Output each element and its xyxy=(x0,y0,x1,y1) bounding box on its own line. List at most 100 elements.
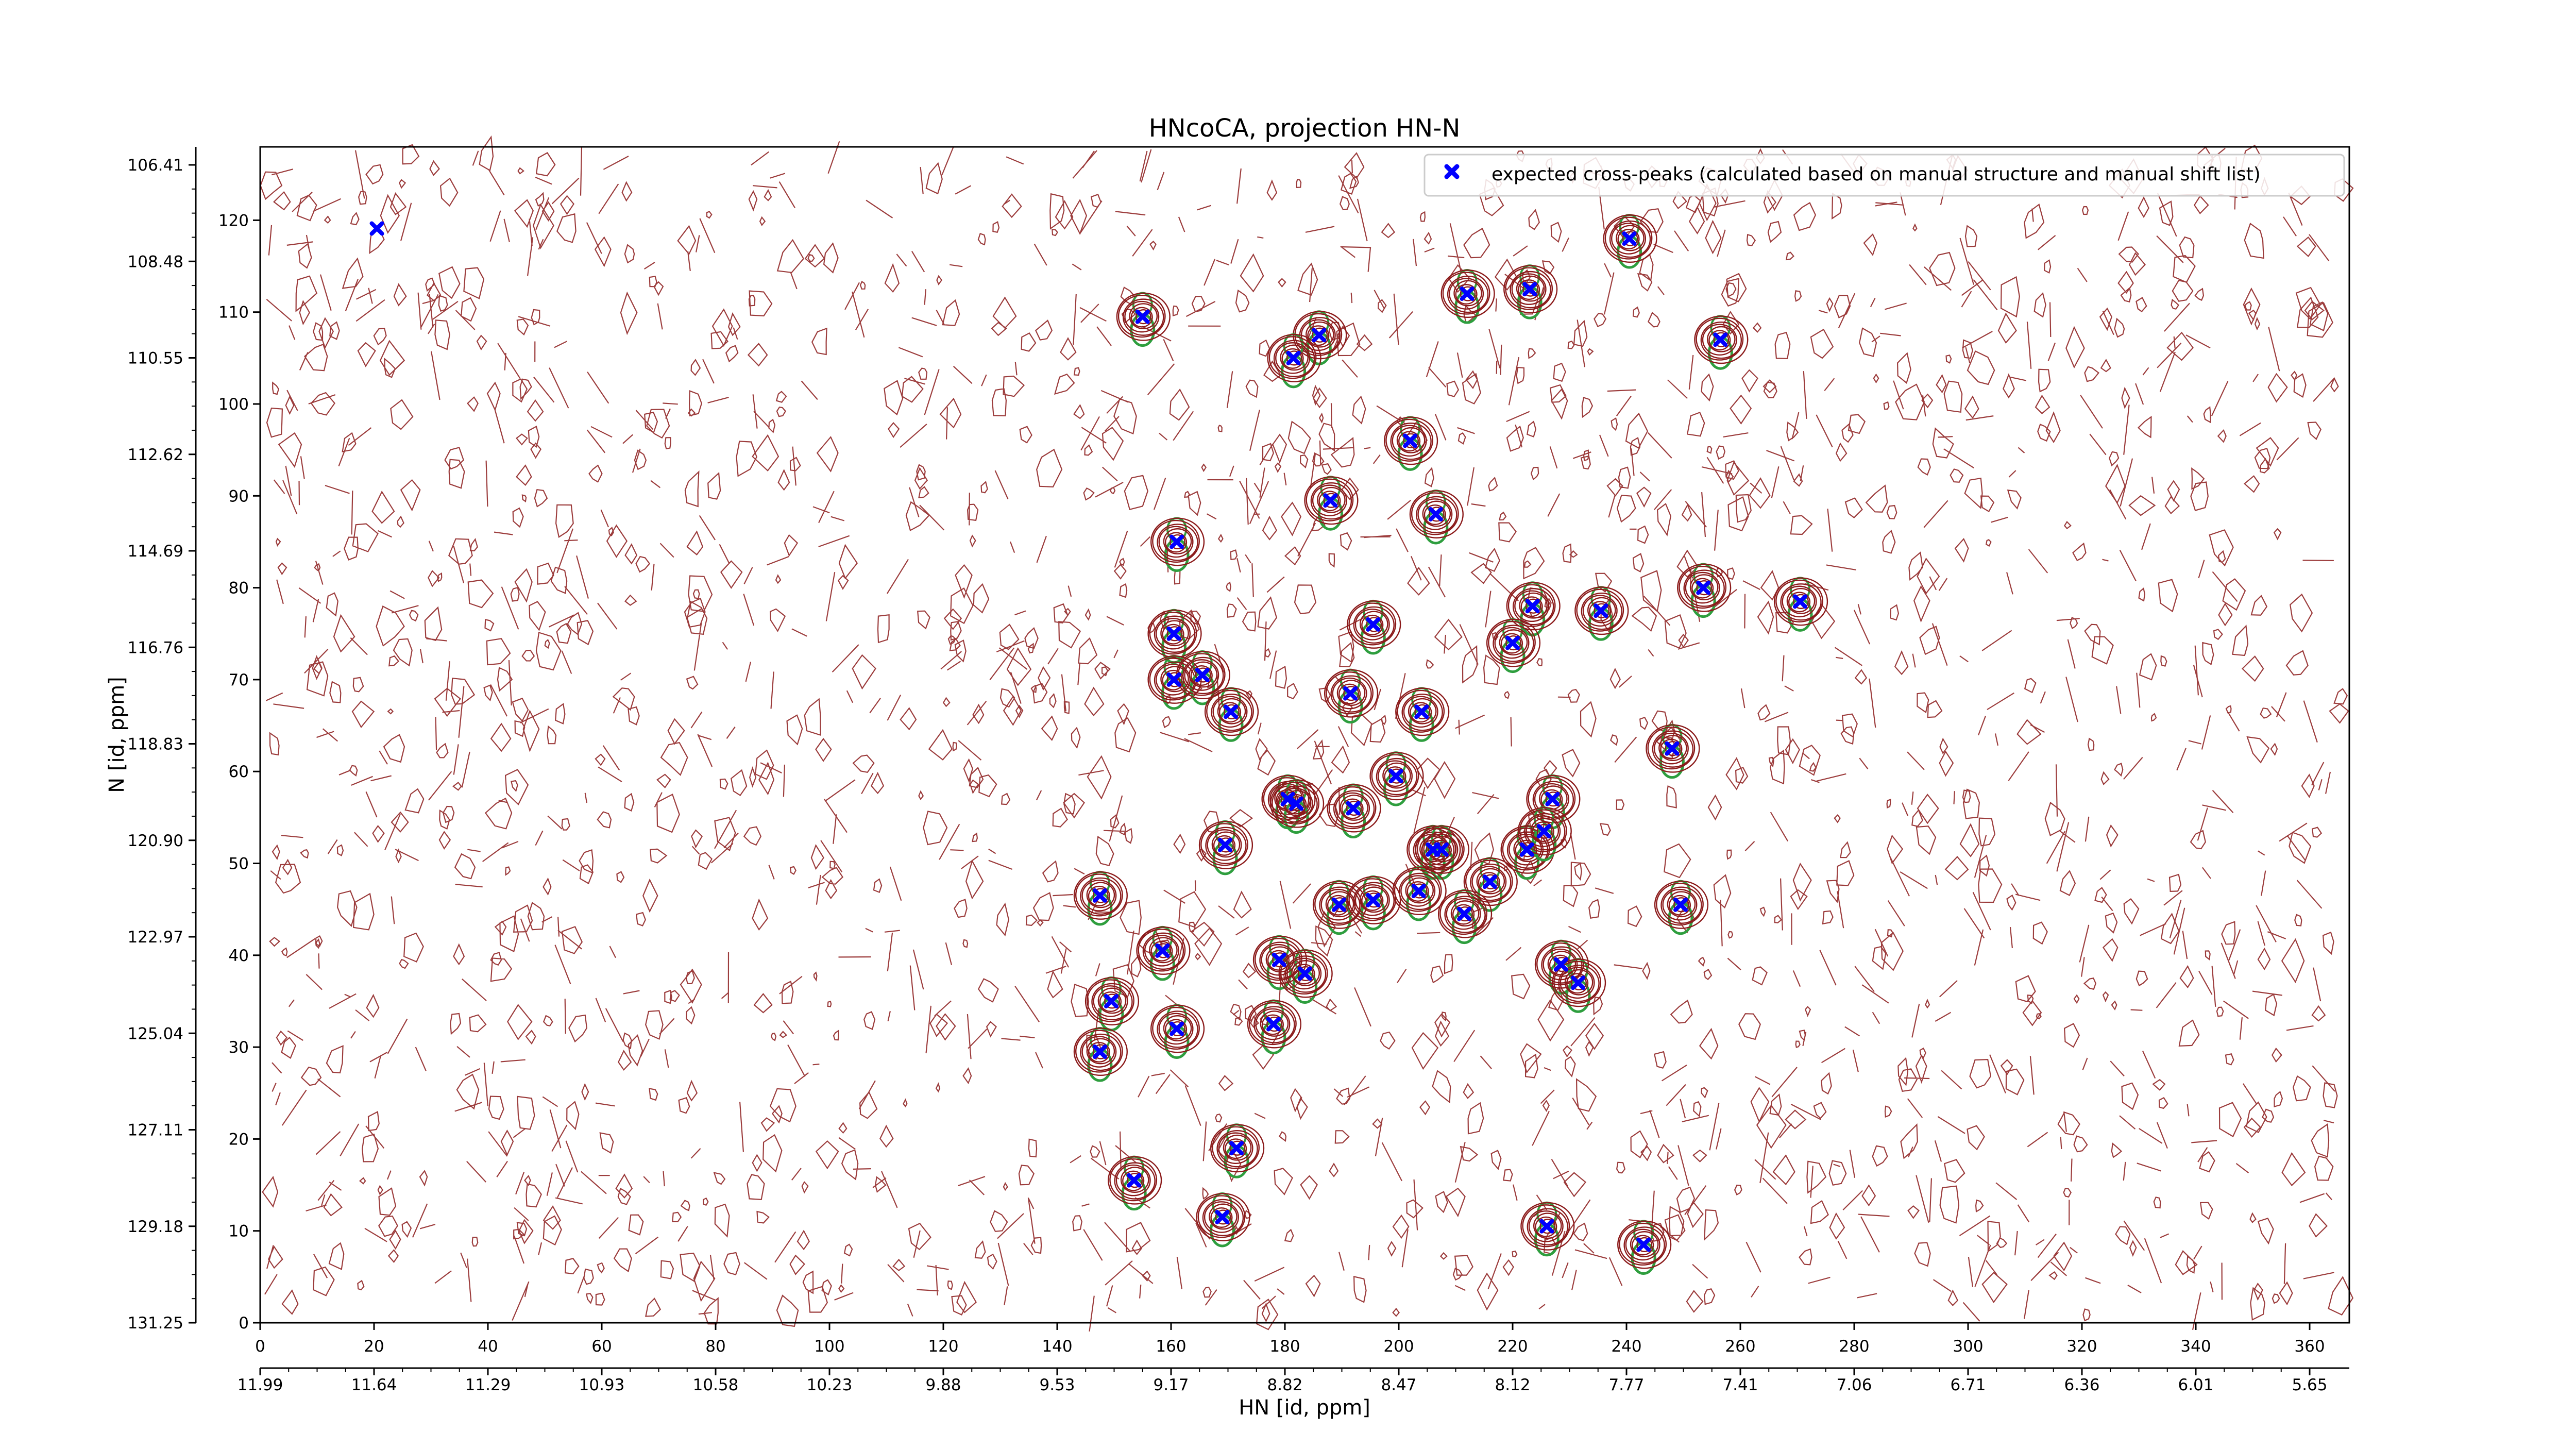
positive-contour xyxy=(1713,332,1730,347)
positive-contour xyxy=(1163,528,1192,554)
positive-contour xyxy=(1403,696,1438,728)
positive-contour xyxy=(1520,596,1543,617)
x-tick-label: 120 xyxy=(928,1337,958,1356)
y2-tick-label: 108.48 xyxy=(128,252,183,271)
x-tick-label: 100 xyxy=(814,1337,844,1356)
positive-contour xyxy=(1540,789,1563,810)
cross-peak-marker xyxy=(1519,842,1534,857)
positive-contour xyxy=(1539,1219,1556,1234)
y-axis-label: N [id, ppm] xyxy=(105,677,129,793)
positive-contour xyxy=(1558,965,1600,1002)
positive-contour xyxy=(1551,958,1606,1007)
positive-contour xyxy=(1369,752,1424,801)
y2-tick-label: 110.55 xyxy=(128,349,183,368)
cross-peak-marker xyxy=(1403,433,1418,448)
x2-tick-label: 10.58 xyxy=(693,1376,739,1394)
positive-contour xyxy=(1417,498,1453,530)
positive-contour xyxy=(1092,1044,1109,1059)
cross-peak-marker xyxy=(1522,282,1537,297)
peak-contour-group xyxy=(1520,1201,1575,1257)
positive-contour xyxy=(1452,904,1475,925)
positive-contour xyxy=(1707,326,1736,352)
cross-peak-marker xyxy=(1127,1173,1142,1188)
positive-contour xyxy=(1630,1231,1659,1257)
y2-tick-label: 116.76 xyxy=(128,638,183,657)
positive-contour xyxy=(1202,1199,1244,1237)
positive-contour xyxy=(1218,837,1234,853)
positive-contour xyxy=(1212,696,1248,728)
y2-tick-label: 127.11 xyxy=(128,1121,183,1140)
positive-contour xyxy=(1170,1021,1185,1037)
x2-tick-label: 10.23 xyxy=(807,1376,853,1394)
peak-contour-group xyxy=(1116,292,1171,347)
y-tick-label: 50 xyxy=(229,855,249,873)
positive-contour xyxy=(1571,975,1587,990)
positive-contour xyxy=(1196,1192,1250,1241)
positive-contour xyxy=(1144,935,1179,967)
positive-contour xyxy=(1117,295,1166,338)
x-tick-label: 340 xyxy=(2180,1337,2211,1356)
positive-contour xyxy=(1647,727,1696,770)
peak-contour-group xyxy=(1409,489,1464,545)
positive-contour xyxy=(1414,704,1431,719)
positive-contour xyxy=(1382,762,1411,789)
positive-contour xyxy=(1512,588,1554,626)
positive-contour xyxy=(1486,618,1541,667)
x-tick-label: 260 xyxy=(1725,1337,1755,1356)
positive-contour xyxy=(1354,609,1390,641)
positive-contour xyxy=(1317,486,1346,513)
cross-peak-marker xyxy=(1155,943,1170,958)
y2-tick-label: 120.90 xyxy=(128,832,183,850)
positive-contour xyxy=(1366,617,1382,632)
positive-contour xyxy=(1190,665,1213,686)
positive-contour xyxy=(1702,324,1737,356)
x-tick-label: 60 xyxy=(591,1337,612,1356)
positive-contour xyxy=(1519,842,1536,857)
y-tick-label: 120 xyxy=(218,211,249,230)
positive-contour xyxy=(1617,229,1640,250)
cross-peak-marker xyxy=(1346,801,1361,816)
positive-contour xyxy=(1252,935,1308,984)
positive-contour xyxy=(1494,627,1530,659)
positive-contour xyxy=(1136,926,1191,975)
positive-contour xyxy=(1346,800,1362,816)
positive-contour xyxy=(1156,617,1191,650)
x2-tick-label: 10.93 xyxy=(579,1376,625,1394)
cross-peak-marker xyxy=(1289,796,1304,811)
x-tick-label: 180 xyxy=(1269,1337,1300,1356)
positive-contour xyxy=(1109,1158,1158,1202)
positive-contour xyxy=(1122,1170,1145,1191)
cross-peak-marker xyxy=(1312,328,1327,343)
y2-tick-label: 125.04 xyxy=(128,1024,183,1043)
positive-contour xyxy=(1371,754,1419,797)
positive-contour xyxy=(1261,1014,1284,1035)
positive-contour xyxy=(1124,300,1160,333)
positive-contour xyxy=(1147,655,1202,704)
positive-contour xyxy=(1182,656,1224,695)
y-tick-label: 100 xyxy=(218,395,249,414)
positive-contour xyxy=(1385,418,1434,462)
positive-contour xyxy=(1576,588,1624,632)
cross-peak-marker xyxy=(1713,332,1728,347)
positive-contour xyxy=(1566,973,1589,994)
positive-contour xyxy=(1150,517,1205,566)
positive-contour xyxy=(1603,214,1657,263)
positive-contour xyxy=(1092,888,1109,903)
positive-contour xyxy=(1158,1013,1194,1045)
positive-contour xyxy=(1326,671,1374,715)
x-tick-label: 280 xyxy=(1839,1337,1869,1356)
peak-contour-group xyxy=(1247,999,1302,1055)
positive-contour xyxy=(1673,897,1689,913)
cross-peak-marker xyxy=(1092,888,1107,903)
positive-contour xyxy=(1184,659,1219,691)
y-tick-label: 10 xyxy=(229,1222,249,1241)
positive-contour xyxy=(1210,1124,1265,1173)
positive-contour xyxy=(1354,884,1390,916)
positive-contour xyxy=(1209,1203,1238,1230)
x-tick-label: 240 xyxy=(1611,1337,1641,1356)
positive-contour xyxy=(1157,1010,1198,1048)
positive-contour xyxy=(1286,350,1302,366)
positive-contour xyxy=(1348,602,1397,646)
positive-contour xyxy=(1327,784,1381,833)
positive-contour xyxy=(1423,504,1446,525)
